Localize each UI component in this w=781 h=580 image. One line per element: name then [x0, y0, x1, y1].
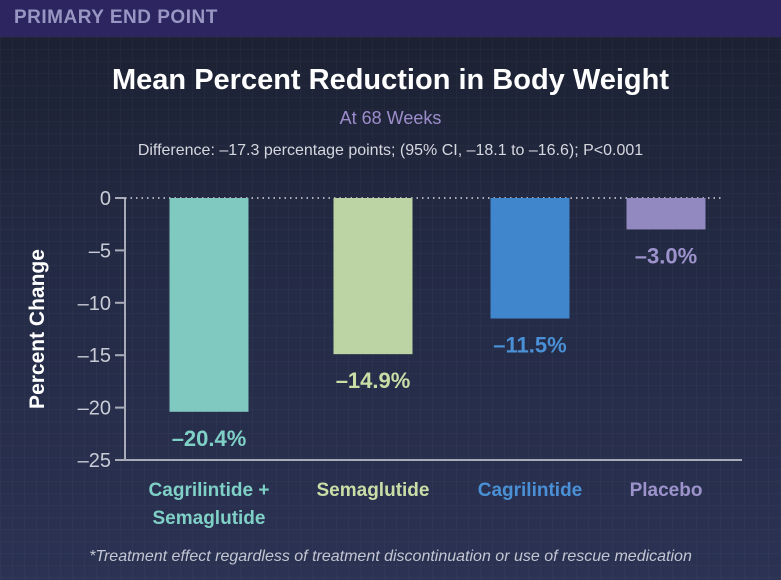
labels: –20.4% Cagrilintide + Semaglutide –14.9% Sem… — [149, 243, 703, 529]
section-label: PRIMARY END POINT — [14, 7, 218, 28]
y-tick-label: –25 — [78, 450, 111, 472]
y-tick-label: –10 — [78, 293, 111, 315]
y-tick-label: 0 — [100, 188, 111, 210]
bar — [490, 198, 570, 319]
category-label: Semaglutide — [317, 480, 430, 501]
bar-value-label: –11.5% — [493, 333, 566, 358]
y-axis-title: Percent Change — [26, 249, 49, 409]
difference-note: Difference: –17.3 percentage points; (95… — [137, 142, 644, 159]
bar-value-label: –20.4% — [172, 426, 247, 451]
bar — [169, 198, 249, 412]
category-label: Cagrilintide — [478, 480, 583, 501]
bar — [333, 198, 413, 355]
bar-value-label: –14.9% — [336, 368, 411, 393]
y-tick-label: –15 — [78, 345, 111, 367]
y-tick-label: –20 — [78, 398, 111, 420]
bars — [169, 198, 706, 412]
chart-title: Mean Percent Reduction in Body Weight — [112, 64, 669, 96]
bar — [626, 198, 706, 230]
category-label: Cagrilintide + — [149, 480, 270, 501]
chart-subtitle: At 68 Weeks — [339, 108, 442, 128]
footnote: *Treatment effect regardless of treatmen… — [89, 548, 692, 565]
bar-value-label: –3.0% — [635, 243, 697, 268]
category-label: Placebo — [630, 480, 703, 501]
category-label: Semaglutide — [153, 508, 266, 529]
header-band: PRIMARY END POINT — [0, 0, 781, 37]
y-tick-label: –5 — [89, 240, 111, 262]
